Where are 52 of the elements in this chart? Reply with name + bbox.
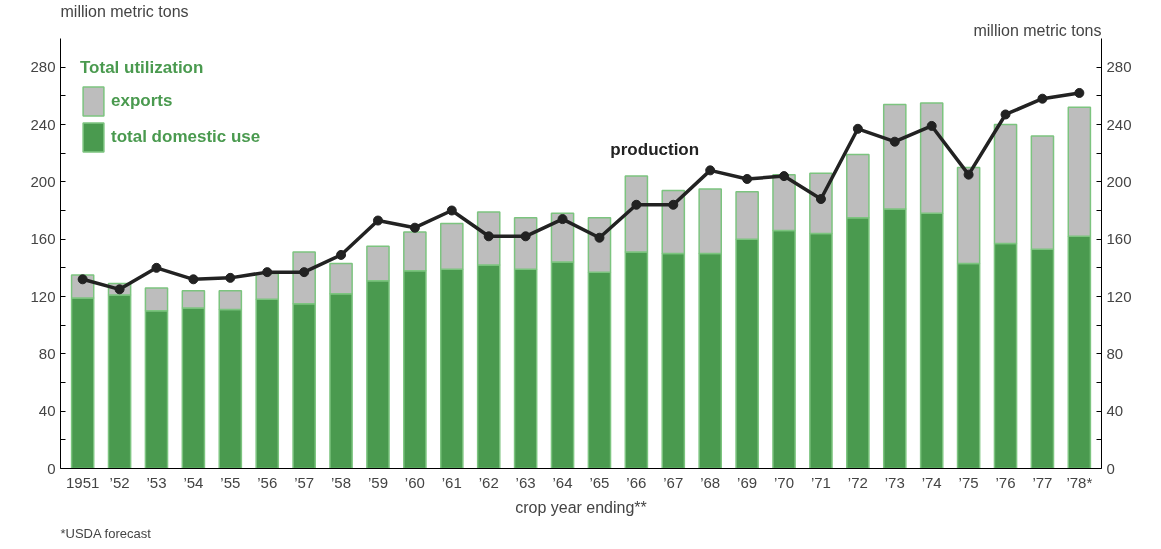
x-tick-label: ’70	[774, 473, 795, 491]
x-tick-label: ’74	[921, 473, 942, 491]
x-tick-label: ’73	[884, 473, 905, 491]
y2-tick-label: 240	[1106, 115, 1132, 133]
y2-tick-label: 280	[1106, 58, 1132, 76]
x-tick-label: ’53	[146, 473, 167, 491]
legend-label: exports	[111, 91, 173, 111]
y-tick-label: 200	[30, 172, 56, 190]
y-tick-label: 280	[30, 58, 56, 76]
x-tick-label: ’60	[404, 473, 425, 491]
x-tick-label: ’75	[958, 473, 979, 491]
y2-tick-label: 160	[1106, 230, 1132, 248]
y-tick-label: 120	[30, 287, 56, 305]
text: *USDA forecast	[60, 525, 152, 541]
x-tick-label: ’78*	[1066, 473, 1093, 491]
x-tick-label: ’52	[109, 473, 130, 491]
x-tick-label: ’54	[183, 473, 204, 491]
legend-label: total domestic use	[111, 127, 261, 147]
y2-tick-label: 200	[1106, 172, 1132, 190]
y-tick-label: 80	[38, 344, 56, 362]
x-tick-label: 1951	[65, 473, 100, 491]
y2-axis-title: million metric tons	[973, 21, 1102, 39]
x-tick-label: ’69	[737, 473, 758, 491]
y-axis-title: million metric tons	[60, 2, 189, 20]
y2-tick-label: 120	[1106, 287, 1132, 305]
x-tick-label: ’76	[995, 473, 1016, 491]
x-tick-label: ’66	[626, 473, 647, 491]
y-tick-label: 160	[30, 230, 56, 248]
x-tick-label: ’71	[810, 473, 831, 491]
y-tick-label: 0	[47, 459, 56, 477]
x-tick-label: ’67	[663, 473, 684, 491]
x-tick-label: ’61	[441, 473, 462, 491]
legend-title: Total utilization	[80, 58, 205, 78]
x-tick-label: ’62	[478, 473, 499, 491]
x-axis-title: crop year ending**	[515, 498, 647, 516]
x-tick-label: ’58	[331, 473, 352, 491]
y-tick-label: 240	[30, 115, 56, 133]
x-tick-label: ’56	[257, 473, 278, 491]
x-tick-label: ’68	[700, 473, 721, 491]
x-tick-label: ’57	[294, 473, 315, 491]
x-tick-label: ’55	[220, 473, 241, 491]
x-tick-label: ’59	[367, 473, 388, 491]
x-tick-label: ’72	[847, 473, 868, 491]
x-tick-label: ’63	[515, 473, 536, 491]
x-tick-label: ’64	[552, 473, 573, 491]
y2-tick-label: 40	[1106, 402, 1124, 420]
y-tick-label: 40	[38, 402, 56, 420]
x-tick-label: ’77	[1032, 473, 1053, 491]
series-label: production	[610, 139, 700, 159]
x-tick-label: ’65	[589, 473, 610, 491]
y2-tick-label: 80	[1106, 344, 1124, 362]
y2-tick-label: 0	[1106, 459, 1115, 477]
